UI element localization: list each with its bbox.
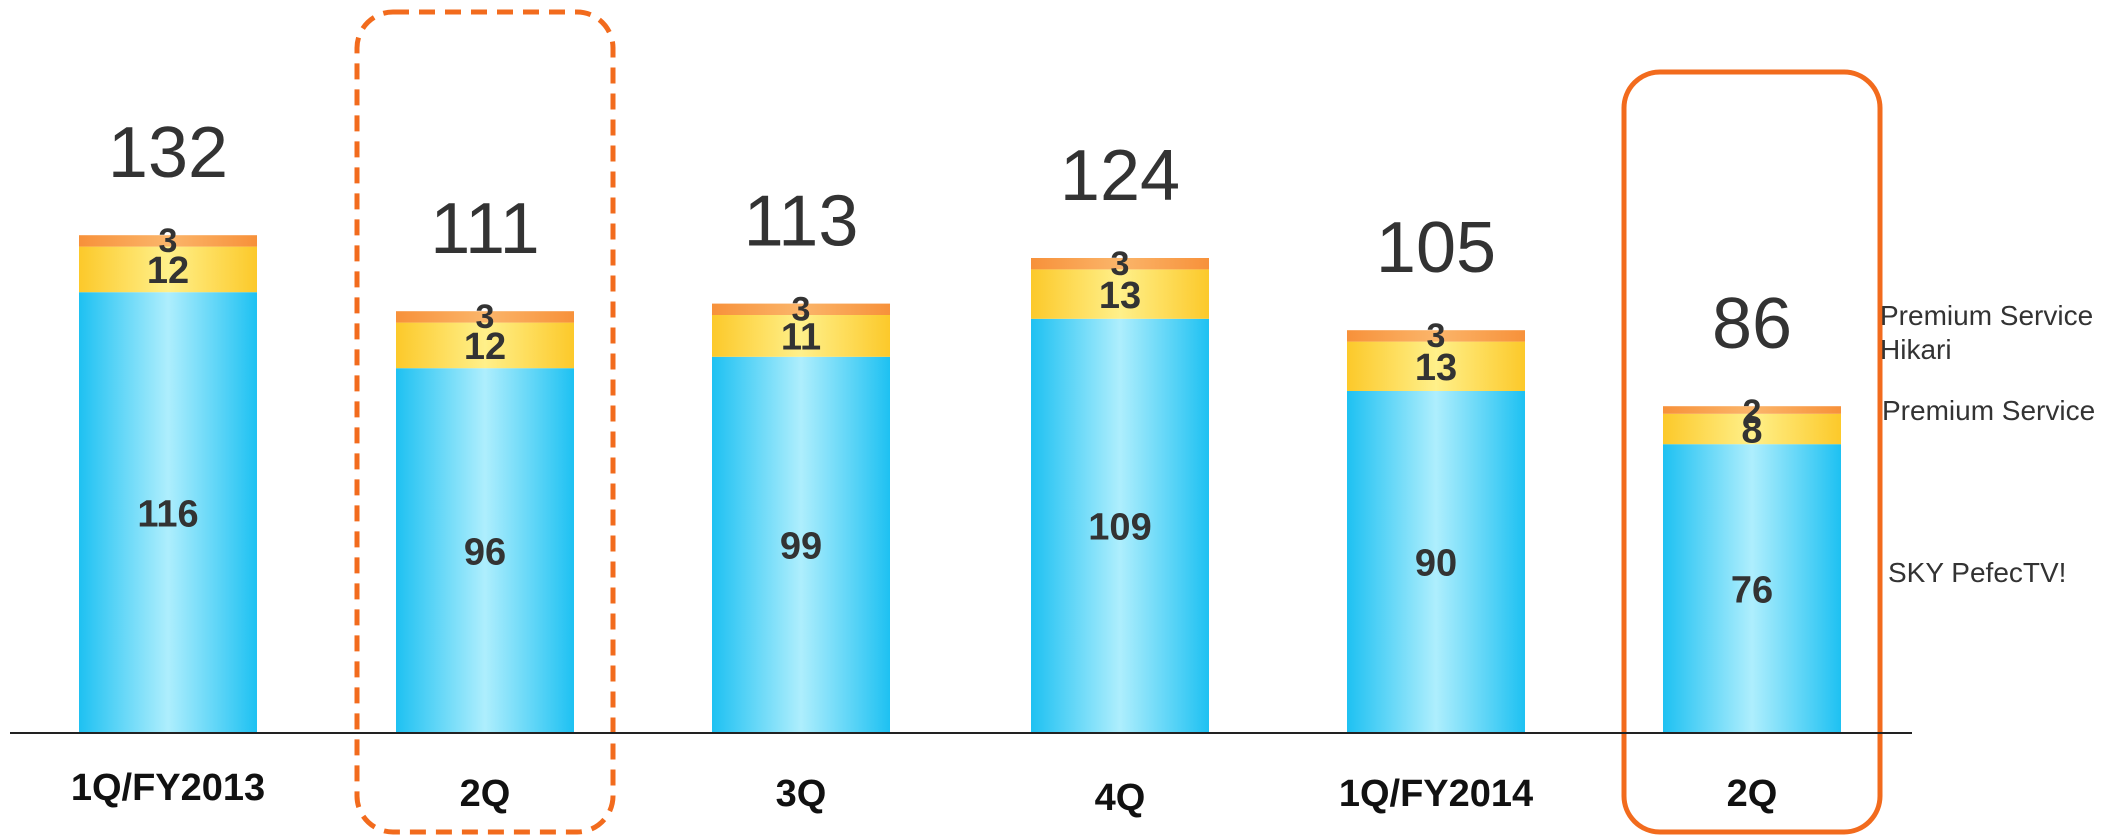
- category-tick-label: 3Q: [776, 773, 827, 815]
- total-value-label: 132: [108, 113, 228, 193]
- bar-segment-sky-pefectv-: [1347, 391, 1525, 733]
- segment-value-label: 8: [1741, 410, 1762, 452]
- bar-segment-premium-service: [1031, 269, 1209, 319]
- segment-value-label: 3: [159, 222, 178, 260]
- category-tick-label: 1Q/FY2013: [71, 767, 265, 809]
- segment-value-label: 12: [464, 326, 506, 368]
- bar-segment-premium-service: [1663, 413, 1841, 445]
- category-tick-label: 2Q: [1727, 773, 1778, 815]
- segment-value-label: 3: [792, 291, 811, 329]
- segment-value-label: 96: [464, 531, 506, 573]
- highlight-box-dashed: [354, 9, 616, 835]
- bar-segment-premium-service-hikari: [1663, 406, 1841, 414]
- segment-value-label: 116: [137, 493, 198, 535]
- bar-segment-sky-pefectv-: [79, 292, 257, 733]
- bar-segment-sky-pefectv-: [712, 356, 890, 733]
- legend: Premium Service Hikari Premium Service SKY …: [1880, 300, 2095, 588]
- labels: 1161231321Q/FY2013961231112Q991131133Q10…: [71, 113, 1792, 819]
- segment-value-label: 3: [1111, 245, 1130, 283]
- legend-label: Premium Service: [1882, 395, 2095, 426]
- bar-segment-premium-service: [79, 246, 257, 293]
- segment-value-label: 3: [476, 298, 495, 336]
- total-value-label: 124: [1060, 136, 1180, 216]
- segment-value-label: 3: [1427, 317, 1446, 355]
- bar-segment-sky-pefectv-: [1663, 444, 1841, 733]
- bar-segment-premium-service-hikari: [1347, 330, 1525, 342]
- total-value-label: 105: [1376, 208, 1496, 288]
- legend-label: SKY PefecTV!: [1888, 557, 2066, 588]
- bar-segment-sky-pefectv-: [396, 368, 574, 733]
- category-tick-label: 4Q: [1095, 777, 1146, 819]
- segment-value-label: 13: [1099, 275, 1141, 317]
- segment-value-label: 2: [1743, 393, 1762, 431]
- category-tick-label: 2Q: [460, 773, 511, 815]
- bar-segment-sky-pefectv-: [1031, 318, 1209, 733]
- highlight-box-solid: [1621, 69, 1883, 835]
- bars: [79, 235, 1841, 733]
- segment-value-label: 76: [1731, 569, 1773, 611]
- highlight-boxes: [354, 9, 1883, 835]
- bar-segment-premium-service-hikari: [1031, 258, 1209, 270]
- segment-value-label: 99: [780, 526, 822, 568]
- category-tick-label: 1Q/FY2014: [1339, 773, 1533, 815]
- segment-value-label: 12: [147, 250, 189, 292]
- bar-segment-premium-service: [396, 322, 574, 369]
- segment-value-label: 11: [781, 317, 821, 359]
- bar-segment-premium-service-hikari: [712, 303, 890, 315]
- legend-label: Premium Service Hikari: [1880, 300, 2093, 365]
- bar-segment-premium-service-hikari: [396, 311, 574, 323]
- total-value-label: 113: [744, 182, 859, 262]
- total-value-label: 86: [1712, 284, 1792, 364]
- segment-value-label: 109: [1088, 507, 1151, 549]
- total-value-label: 111: [430, 189, 539, 269]
- bar-segment-premium-service: [712, 315, 890, 357]
- segment-value-label: 90: [1415, 543, 1457, 585]
- bar-segment-premium-service-hikari: [79, 235, 257, 247]
- bar-segment-premium-service: [1347, 341, 1525, 391]
- segment-value-label: 13: [1415, 347, 1457, 389]
